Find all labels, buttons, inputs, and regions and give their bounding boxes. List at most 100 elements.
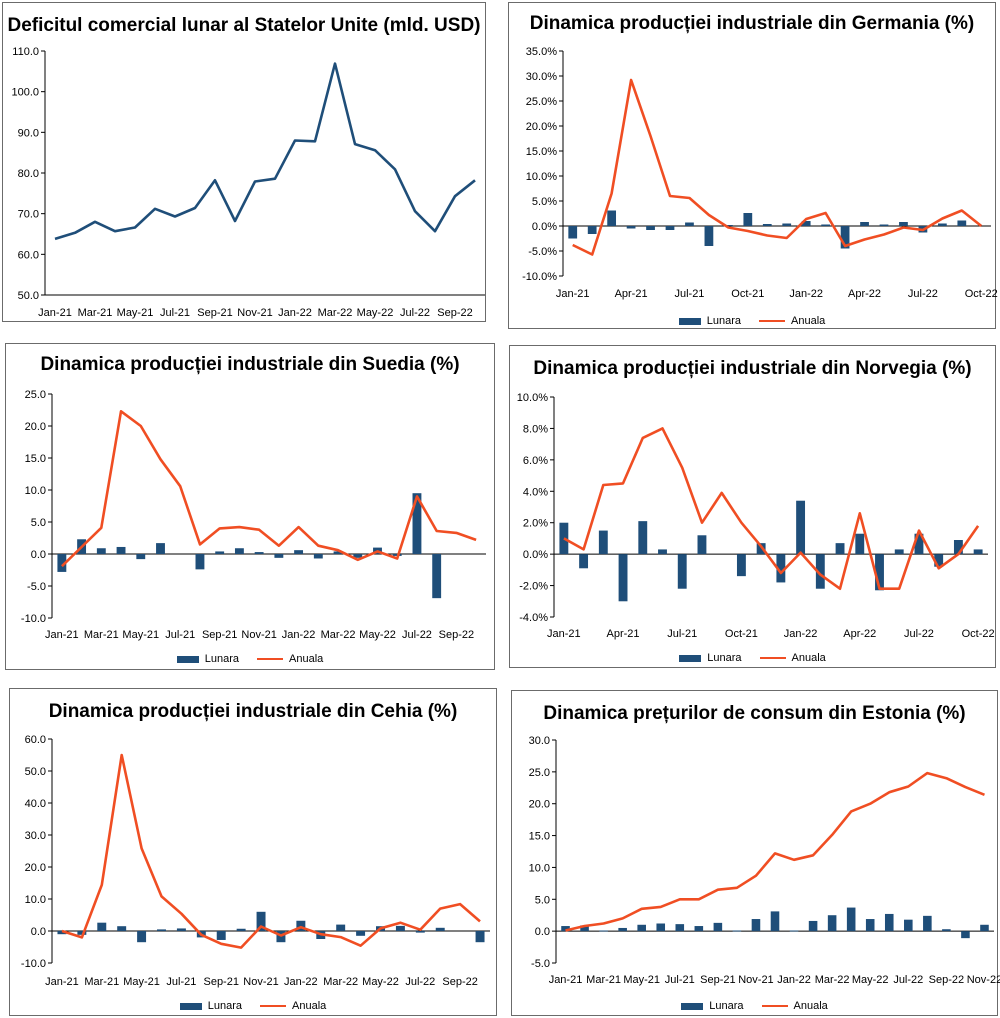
no-bar-lunara — [638, 521, 648, 555]
us-ytick-label: 50.0 — [18, 290, 39, 302]
se-ytick-label: 5.0 — [31, 517, 46, 529]
cz-ytick-label: 20.0 — [25, 862, 46, 874]
no-legend-line-swatch — [759, 657, 786, 659]
no-bar-lunara — [618, 554, 628, 602]
no-ytick-label: 2.0% — [523, 518, 548, 530]
se-chart-title: Dinamica producției industriale din Sued… — [40, 354, 460, 375]
cz-bar-lunara — [176, 928, 186, 931]
de-bar-lunara — [899, 222, 908, 226]
se-bar-lunara — [432, 554, 442, 599]
se-bar-lunara — [274, 554, 284, 558]
cz-legend-bar-swatch — [179, 1002, 202, 1010]
de-xtick-label: Jan-21 — [556, 288, 590, 300]
no-ytick-label: 10.0% — [517, 392, 548, 404]
cz-ytick-label: 10.0 — [25, 894, 46, 906]
us-ytick-label: 110.0 — [12, 46, 39, 58]
ee-bar-lunara — [637, 924, 646, 932]
de-bar-lunara — [685, 222, 694, 226]
se-bar-lunara — [294, 550, 304, 554]
no-bar-lunara — [756, 543, 766, 555]
se-xtick-label: Nov-21 — [241, 629, 276, 641]
ee-ytick-label: 25.0 — [529, 767, 550, 779]
de-bar-lunara — [665, 226, 675, 230]
de-ytick-label: 0.0% — [532, 221, 557, 233]
ee-ytick-label: 30.0 — [529, 735, 550, 747]
cz-industrial-panel: Dinamica producției industriale din Cehi… — [9, 688, 497, 1016]
ee-bar-lunara — [923, 915, 932, 932]
de-bar-lunara — [587, 226, 597, 234]
ee-xtick-label: Jul-21 — [665, 974, 695, 986]
ee-xtick-label: Jan-21 — [549, 974, 583, 986]
de-xtick-label: Oct-22 — [965, 288, 998, 300]
se-xtick-label: May-22 — [359, 629, 396, 641]
se-bar-lunara — [313, 554, 323, 559]
de-xtick-label: Apr-21 — [615, 288, 648, 300]
cz-bar-lunara — [236, 928, 246, 931]
no-ytick-label: 8.0% — [523, 423, 548, 435]
se-bar-lunara — [215, 551, 225, 554]
cz-chart-title: Dinamica producției industriale din Cehi… — [48, 701, 458, 722]
se-xtick-label: Jul-21 — [165, 629, 195, 641]
no-bar-lunara — [914, 533, 924, 555]
no-ytick-label: -4.0% — [519, 612, 548, 624]
cz-legend-label-lunara: Lunara — [207, 1000, 242, 1012]
ee-ytick-label: 15.0 — [529, 831, 550, 843]
no-bar-lunara — [894, 549, 904, 555]
cz-bar-lunara — [435, 927, 445, 931]
ee-xtick-label: Jul-22 — [893, 974, 923, 986]
no-bar-lunara — [835, 543, 845, 555]
us-trade-deficit-panel: Deficitul comercial lunar al Statelor Un… — [2, 2, 486, 322]
de-bar-lunara — [626, 226, 636, 229]
no-bar-lunara — [815, 554, 825, 589]
de-bar-lunara — [646, 226, 655, 230]
no-xtick-label: Jan-22 — [784, 628, 818, 640]
cz-bar-lunara — [356, 931, 366, 936]
se-xtick-label: Sep-21 — [202, 629, 237, 641]
ee-legend-label-lunara: Lunara — [709, 1000, 744, 1012]
us-xtick-label: May-22 — [357, 307, 394, 319]
cz-legend-item-anuala: Anuala — [260, 1000, 326, 1012]
no-bar-lunara — [796, 500, 806, 555]
cz-bar-lunara — [336, 924, 346, 931]
de-ytick-label: 5.0% — [532, 196, 557, 208]
no-xtick-label: Jul-21 — [667, 628, 697, 640]
de-bar-lunara — [704, 226, 714, 246]
ee-legend-bar-swatch — [681, 1002, 704, 1010]
se-ytick-label: 0.0 — [31, 549, 46, 561]
se-xtick-label: Mar-21 — [84, 629, 119, 641]
ee-xtick-label: Sep-21 — [700, 974, 735, 986]
cz-bar-lunara — [77, 931, 87, 935]
de-bar-lunara — [801, 221, 811, 226]
cz-legend-label-anuala: Anuala — [292, 1000, 327, 1012]
no-bar-lunara — [736, 554, 746, 577]
se-industrial-panel: Dinamica producției industriale din Sued… — [5, 343, 495, 670]
se-xtick-label: Sep-22 — [439, 629, 474, 641]
cz-bar-lunara — [117, 926, 127, 931]
ee-bar-lunara — [904, 919, 913, 932]
de-ytick-label: -10.0% — [522, 271, 557, 283]
us-xtick-label: Jul-21 — [160, 307, 190, 319]
ee-xtick-label: Nov-21 — [738, 974, 773, 986]
se-xtick-label: Mar-22 — [321, 629, 356, 641]
cz-xtick-label: Jan-22 — [284, 976, 318, 988]
de-ytick-label: -5.0% — [528, 246, 557, 258]
cz-ytick-label: 30.0 — [25, 830, 46, 842]
de-xtick-label: Jan-22 — [789, 288, 823, 300]
ee-chart-title: Dinamica prețurilor de consum din Estoni… — [543, 703, 966, 724]
us-ytick-label: 100.0 — [11, 87, 39, 99]
ee-bar-lunara — [732, 930, 742, 932]
de-xtick-label: Apr-22 — [848, 288, 881, 300]
cz-xtick-label: Jul-22 — [405, 976, 435, 988]
se-ytick-label: 25.0 — [25, 389, 46, 401]
ee-bar-lunara — [942, 929, 951, 932]
cz-xtick-label: May-21 — [123, 976, 160, 988]
cz-ytick-label: 0.0 — [31, 926, 46, 938]
ee-xtick-label: Nov-22 — [967, 974, 1000, 986]
no-xtick-label: Apr-21 — [607, 628, 640, 640]
de-chart-svg: -10.0% -5.0% 0.0% 5.0% 10.0% 15.0% 20.0% 25.0% 3… — [522, 46, 998, 300]
de-xtick-label: Jul-21 — [674, 288, 704, 300]
de-ytick-label: 30.0% — [526, 71, 557, 83]
cz-xtick-label: Mar-22 — [323, 976, 358, 988]
cz-bar-lunara — [216, 931, 226, 940]
cz-legend-item-lunara: Lunara — [179, 1000, 242, 1012]
